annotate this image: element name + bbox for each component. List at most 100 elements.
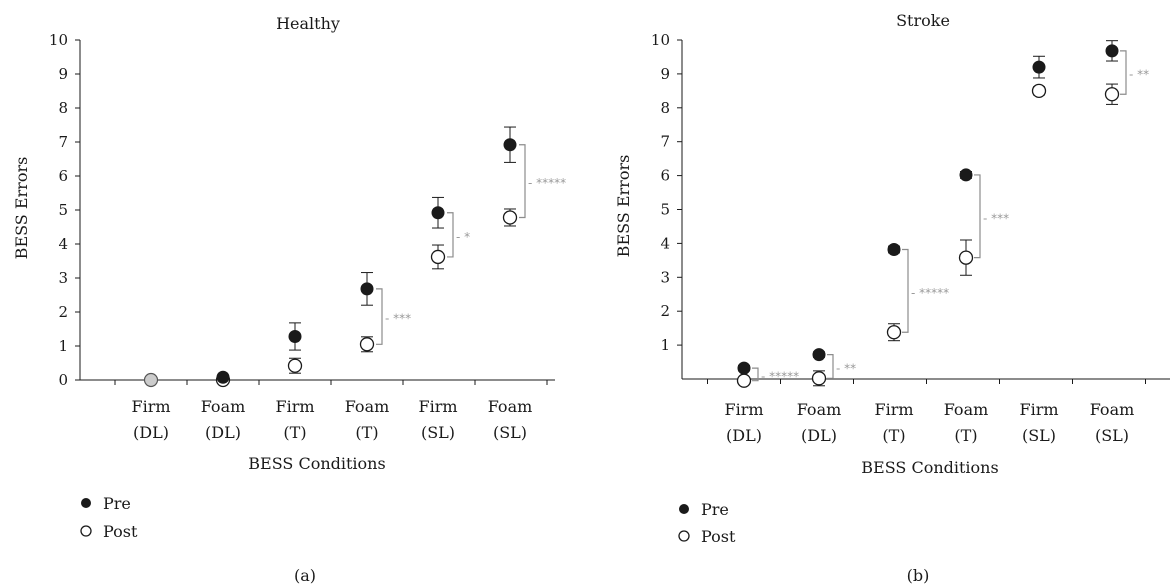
pre-point bbox=[431, 206, 445, 220]
y-tick-label: 5 bbox=[660, 201, 670, 219]
x-tick-label: Firm bbox=[874, 400, 913, 419]
pre-point bbox=[737, 361, 751, 375]
panel-a-axes: 0 1 2 3 4 5 6 7 8 9 10 Firm (DL) Foam (DL) Firm (T) Foam (… bbox=[49, 31, 555, 442]
x-tick-label: Firm bbox=[418, 397, 457, 416]
x-tick-label: Foam bbox=[201, 397, 246, 416]
pre-point bbox=[812, 348, 826, 362]
panel-b-marks: - ***** - ** - ***** - *** - ** bbox=[736, 40, 1149, 388]
y-tick-label: 9 bbox=[660, 65, 670, 83]
pre-point bbox=[959, 168, 973, 182]
pre-point bbox=[1032, 60, 1046, 74]
x-tick-label: Firm bbox=[1019, 400, 1058, 419]
panel-b: Stroke BESS Errors BESS Conditions (b) 1… bbox=[614, 11, 1170, 585]
legend-pre-label: Pre bbox=[103, 494, 131, 513]
x-tick-label: (DL) bbox=[205, 423, 241, 442]
significance-label: - ***** bbox=[528, 176, 566, 190]
legend-post-marker bbox=[80, 525, 92, 537]
y-tick-label: 3 bbox=[660, 268, 670, 286]
panel-b-title: Stroke bbox=[896, 11, 950, 30]
panel-a-legend: Pre Post bbox=[80, 494, 138, 541]
y-tick-label: 9 bbox=[58, 65, 68, 83]
pre-point bbox=[360, 282, 374, 296]
x-tick-label: (T) bbox=[954, 426, 977, 445]
y-tick-label: 1 bbox=[660, 336, 670, 354]
y-tick-label: 2 bbox=[660, 302, 670, 320]
significance-label: - ***** bbox=[911, 286, 949, 300]
post-point bbox=[1104, 87, 1120, 102]
pre-point bbox=[288, 329, 302, 343]
legend-post-label: Post bbox=[103, 522, 138, 541]
significance-label: - *** bbox=[983, 211, 1009, 225]
x-tick-label: Firm bbox=[724, 400, 763, 419]
y-tick-label: 1 bbox=[58, 337, 68, 355]
y-tick-label: 8 bbox=[58, 99, 68, 117]
significance-bracket bbox=[519, 144, 526, 219]
panel-a-title: Healthy bbox=[276, 14, 340, 33]
panel-b-label: (b) bbox=[907, 566, 930, 585]
significance-label: - ** bbox=[1129, 68, 1149, 82]
legend-post-marker bbox=[678, 530, 690, 542]
post-point bbox=[359, 337, 375, 352]
panel-a-xlabel: BESS Conditions bbox=[248, 454, 385, 473]
x-tick-label: Firm bbox=[275, 397, 314, 416]
post-point bbox=[886, 325, 902, 340]
panel-a: Healthy BESS Errors BESS Conditions (a) … bbox=[12, 14, 566, 585]
x-tick-label: (T) bbox=[283, 423, 306, 442]
x-tick-label: (SL) bbox=[1095, 426, 1129, 445]
post-point bbox=[736, 373, 752, 388]
post-point bbox=[287, 358, 303, 373]
significance-label: - *** bbox=[385, 312, 411, 326]
panel-b-ylabel: BESS Errors bbox=[614, 155, 633, 258]
x-tick-label: (DL) bbox=[801, 426, 837, 445]
legend-pre-marker bbox=[679, 504, 689, 514]
post-point bbox=[811, 371, 827, 386]
significance-label: - ***** bbox=[761, 369, 799, 383]
x-tick-label: Foam bbox=[797, 400, 842, 419]
significance-bracket bbox=[902, 248, 909, 333]
y-tick-label: 2 bbox=[58, 303, 68, 321]
y-tick-label: 10 bbox=[651, 31, 670, 49]
y-tick-label: 5 bbox=[58, 201, 68, 219]
legend-pre-label: Pre bbox=[701, 500, 729, 519]
significance-bracket bbox=[1120, 50, 1127, 95]
post-point bbox=[430, 249, 446, 265]
panel-b-xlabel: BESS Conditions bbox=[861, 458, 998, 477]
x-tick-label: (SL) bbox=[1022, 426, 1056, 445]
significance-bracket bbox=[974, 174, 981, 259]
pre-point bbox=[216, 370, 230, 384]
significance-label: - ** bbox=[836, 361, 856, 375]
y-tick-label: 8 bbox=[660, 99, 670, 117]
y-tick-label: 10 bbox=[49, 31, 68, 49]
x-tick-label: (DL) bbox=[726, 426, 762, 445]
panel-a-label: (a) bbox=[294, 566, 316, 585]
shared-point bbox=[143, 372, 159, 388]
legend-pre-marker bbox=[81, 498, 91, 508]
post-point bbox=[502, 210, 518, 225]
y-tick-label: 0 bbox=[58, 371, 68, 389]
pre-point bbox=[887, 243, 901, 257]
significance-bracket bbox=[447, 212, 454, 258]
x-tick-label: (SL) bbox=[493, 423, 527, 442]
x-tick-label: Foam bbox=[345, 397, 390, 416]
y-tick-label: 6 bbox=[58, 167, 68, 185]
panel-b-axes: 1 2 3 4 5 6 7 8 9 10 Firm (DL) Foam (DL) Firm (T) Foam (T… bbox=[651, 31, 1170, 445]
panel-a-marks: - *** - * - ***** bbox=[143, 126, 566, 388]
x-tick-label: Foam bbox=[944, 400, 989, 419]
x-tick-label: Foam bbox=[1090, 400, 1135, 419]
y-tick-label: 7 bbox=[58, 133, 68, 151]
x-tick-label: (T) bbox=[355, 423, 378, 442]
y-tick-label: 4 bbox=[660, 234, 670, 252]
significance-bracket bbox=[376, 288, 383, 345]
legend-post-label: Post bbox=[701, 527, 736, 546]
significance-label: - * bbox=[456, 230, 470, 244]
x-tick-label: Firm bbox=[131, 397, 170, 416]
panel-a-ylabel: BESS Errors bbox=[12, 157, 31, 260]
y-tick-label: 4 bbox=[58, 235, 68, 253]
panel-b-legend: Pre Post bbox=[678, 500, 736, 546]
y-tick-label: 3 bbox=[58, 269, 68, 287]
y-tick-label: 6 bbox=[660, 167, 670, 185]
x-tick-label: (SL) bbox=[421, 423, 455, 442]
significance-bracket bbox=[752, 367, 759, 382]
significance-bracket bbox=[827, 353, 834, 379]
